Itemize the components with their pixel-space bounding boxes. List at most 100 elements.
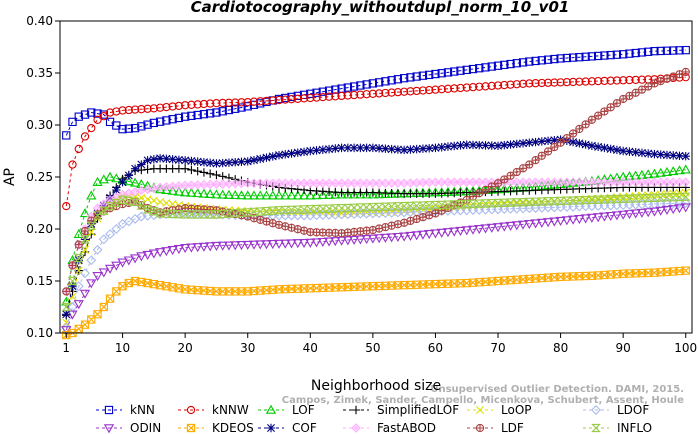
- data-point: [168, 102, 177, 111]
- data-point: [306, 146, 315, 156]
- data-point: [192, 243, 203, 253]
- data-point: [193, 166, 202, 176]
- data-point: [430, 177, 441, 187]
- data-point: [198, 242, 210, 252]
- data-point: [112, 185, 121, 195]
- data-point: [461, 177, 472, 187]
- data-point: [99, 302, 108, 312]
- data-point: [649, 207, 660, 217]
- data-point: [92, 272, 103, 282]
- data-point: [368, 79, 378, 88]
- data-point: [662, 193, 672, 202]
- data-point: [649, 168, 660, 178]
- data-point: [555, 216, 566, 226]
- legend-item-loop: LoOP: [467, 403, 532, 417]
- legend-label: INFLO: [617, 421, 652, 434]
- data-point: [644, 191, 653, 200]
- x-tick-label: 60: [428, 341, 443, 355]
- data-point: [236, 208, 247, 217]
- data-point: [212, 99, 221, 108]
- data-point: [361, 178, 372, 189]
- data-point: [267, 206, 278, 215]
- data-point: [281, 95, 290, 104]
- data-point: [342, 189, 353, 199]
- data-point: [555, 196, 566, 206]
- series-knnw: [62, 73, 690, 211]
- data-point: [292, 205, 303, 214]
- data-point: [374, 89, 384, 98]
- y-tick-label: 0.30: [26, 118, 53, 132]
- data-point: [450, 67, 459, 76]
- data-point: [154, 248, 166, 258]
- data-point: [549, 196, 560, 206]
- data-point: [655, 193, 666, 202]
- data-point: [493, 141, 503, 150]
- data-point: [262, 153, 271, 162]
- data-point: [581, 52, 590, 61]
- data-point: [599, 177, 610, 187]
- data-point: [656, 150, 665, 159]
- data-point: [268, 96, 277, 105]
- data-point: [331, 92, 340, 101]
- data-point: [217, 241, 228, 251]
- data-point: [475, 64, 484, 73]
- data-point: [129, 177, 141, 187]
- legend-label: kNN: [130, 403, 155, 417]
- data-point: [68, 117, 77, 127]
- data-point: [286, 178, 297, 189]
- data-point: [568, 196, 579, 205]
- data-point: [581, 120, 590, 129]
- data-point: [537, 56, 546, 65]
- data-point: [224, 98, 234, 107]
- data-point: [524, 177, 535, 187]
- data-point: [349, 203, 360, 212]
- data-point: [550, 78, 559, 87]
- data-point: [355, 178, 366, 189]
- data-point: [299, 94, 309, 103]
- data-point: [242, 240, 253, 250]
- data-point: [537, 137, 547, 146]
- data-point: [93, 115, 102, 124]
- data-point: [462, 65, 471, 75]
- data-point: [406, 73, 415, 82]
- data-point: [292, 190, 303, 200]
- data-point: [418, 201, 428, 210]
- legend-item-cof: COF: [258, 421, 317, 434]
- data-point: [137, 105, 146, 114]
- data-point: [524, 197, 535, 207]
- data-point: [637, 191, 646, 200]
- data-point: [330, 204, 341, 213]
- data-point: [111, 224, 122, 234]
- data-point: [424, 230, 435, 240]
- data-point: [130, 197, 141, 207]
- data-point: [305, 238, 316, 248]
- data-point: [268, 152, 277, 161]
- data-point: [273, 239, 285, 249]
- data-point: [417, 230, 429, 240]
- data-point: [218, 107, 227, 116]
- data-point: [180, 164, 190, 173]
- data-point: [267, 190, 278, 200]
- data-point: [500, 60, 509, 70]
- data-point: [661, 205, 673, 215]
- data-point: [431, 85, 440, 94]
- data-point: [406, 145, 415, 154]
- data-point: [455, 226, 466, 236]
- data-point: [143, 120, 152, 129]
- data-point: [674, 192, 685, 202]
- data-point: [330, 189, 341, 199]
- data-point: [236, 190, 247, 200]
- data-point: [587, 115, 597, 124]
- data-point: [68, 261, 77, 270]
- data-point: [668, 166, 679, 176]
- data-point: [356, 90, 365, 99]
- data-point: [680, 164, 691, 174]
- data-point: [342, 236, 353, 246]
- data-point: [443, 84, 453, 93]
- data-point: [631, 191, 640, 200]
- data-point: [198, 188, 210, 198]
- data-point: [187, 156, 196, 166]
- data-point: [68, 160, 77, 169]
- data-point: [249, 178, 259, 189]
- x-tick-label: 1: [62, 341, 70, 355]
